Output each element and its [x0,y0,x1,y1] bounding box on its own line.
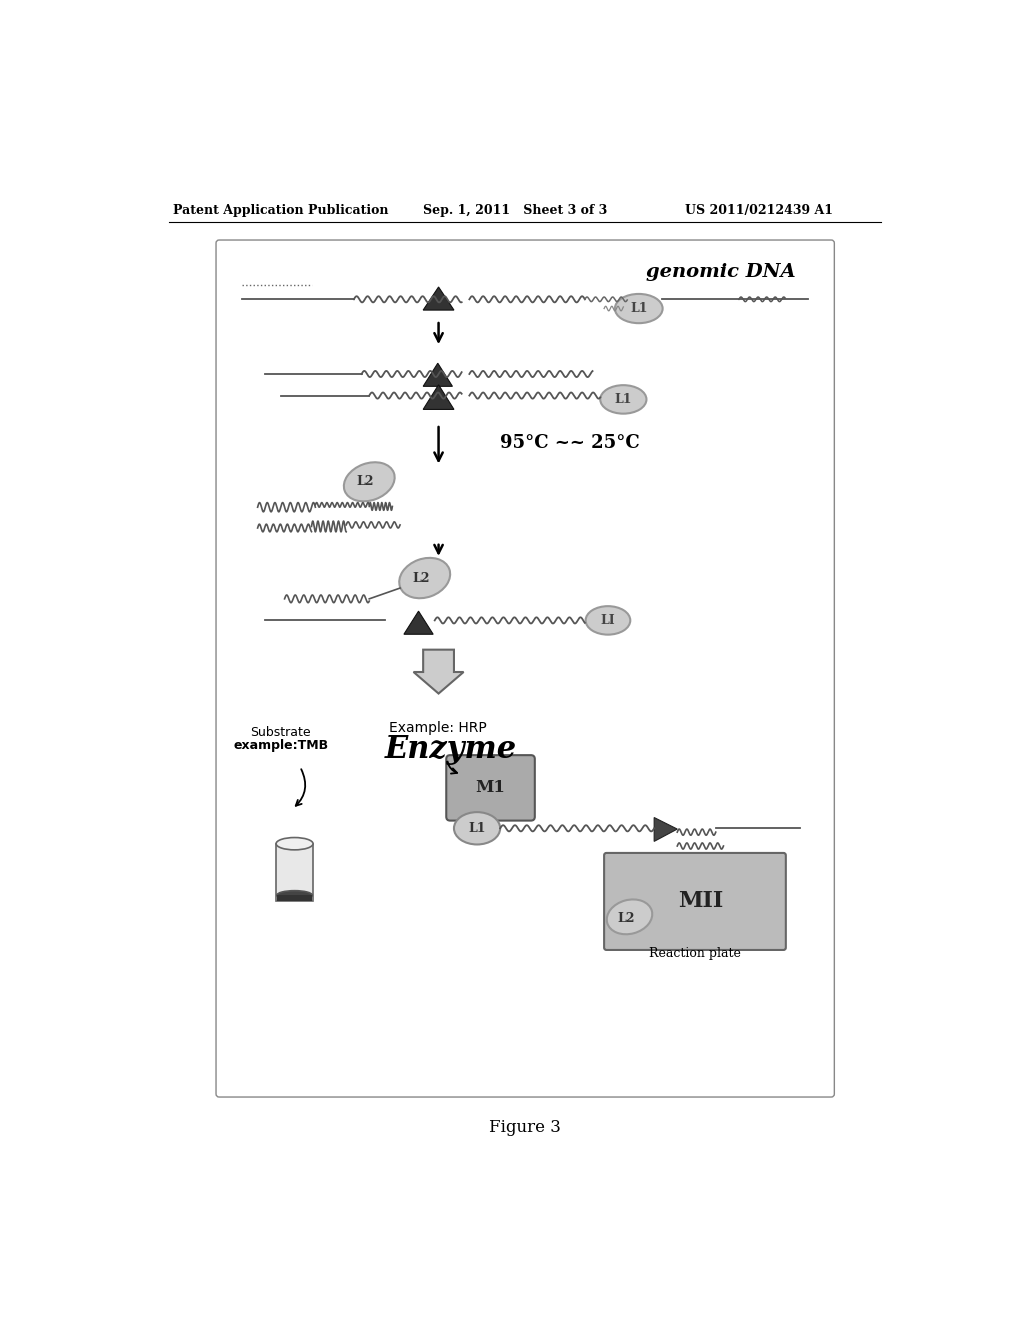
Ellipse shape [454,812,500,845]
Text: Example: HRP: Example: HRP [388,721,486,735]
Text: genomic DNA: genomic DNA [646,264,796,281]
Text: M1: M1 [475,779,505,796]
Text: Sep. 1, 2011   Sheet 3 of 3: Sep. 1, 2011 Sheet 3 of 3 [423,205,607,218]
FancyArrow shape [414,649,464,693]
Ellipse shape [607,899,652,935]
Ellipse shape [276,891,312,900]
Ellipse shape [600,385,646,413]
Text: Patent Application Publication: Patent Application Publication [173,205,388,218]
FancyBboxPatch shape [446,755,535,821]
Polygon shape [276,843,313,902]
Ellipse shape [586,606,631,635]
Polygon shape [423,385,454,409]
Polygon shape [276,895,312,900]
Ellipse shape [614,294,663,323]
Text: 95°C ~~ 25°C: 95°C ~~ 25°C [500,434,640,453]
Ellipse shape [344,462,394,502]
Text: Enzyme: Enzyme [385,734,517,766]
FancyBboxPatch shape [604,853,785,950]
Polygon shape [423,286,454,310]
Ellipse shape [276,837,313,850]
Text: Reaction plate: Reaction plate [649,946,741,960]
Text: Figure 3: Figure 3 [488,1118,561,1135]
Text: LI: LI [601,614,615,627]
Text: US 2011/0212439 A1: US 2011/0212439 A1 [685,205,833,218]
Polygon shape [423,363,453,387]
Polygon shape [403,611,433,635]
Text: L2: L2 [413,572,430,585]
Text: L1: L1 [614,393,632,407]
Text: L1: L1 [468,822,485,834]
Polygon shape [654,817,677,841]
FancyBboxPatch shape [216,240,835,1097]
Text: MII: MII [678,891,723,912]
Text: example:TMB: example:TMB [233,739,329,751]
Text: Substrate: Substrate [251,726,311,739]
Text: L1: L1 [630,302,647,315]
Text: L2: L2 [617,912,635,925]
Text: L2: L2 [356,475,374,488]
Ellipse shape [399,558,451,598]
